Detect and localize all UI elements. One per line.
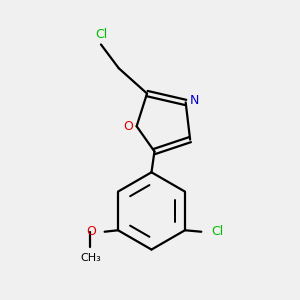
Text: Cl: Cl bbox=[211, 225, 224, 238]
Text: O: O bbox=[123, 120, 133, 133]
Text: N: N bbox=[189, 94, 199, 106]
Text: Cl: Cl bbox=[95, 28, 107, 41]
Text: CH₃: CH₃ bbox=[80, 253, 101, 262]
Text: O: O bbox=[86, 225, 96, 238]
